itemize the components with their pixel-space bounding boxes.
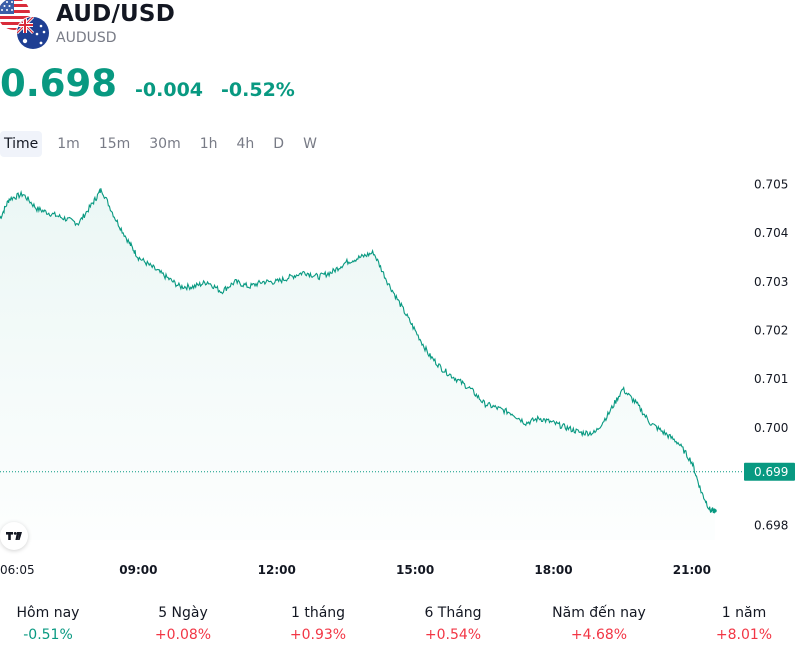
price-change: -0.004 [135,79,204,101]
price-row: 0.698 -0.004 -0.52% [0,62,295,112]
y-tick-label: 0.698 [754,518,788,532]
last-price: 0.698 [0,62,118,105]
y-tick-label: 0.702 [754,324,788,338]
perf-today[interactable]: Hôm nay -0.51% [0,602,118,646]
perf-label: Năm đến nay [552,605,646,621]
symbol-title: AUD/USD [56,1,175,27]
y-tick-label: 0.701 [754,372,788,386]
interval-tabs: Time 1m 15m 30m 1h 4h D W [0,131,332,157]
price-change-percent: -0.52% [221,79,295,101]
y-tick-label: 0.705 [754,177,788,191]
perf-ytd[interactable]: Năm đến nay +4.68% [529,602,669,646]
last-point-marker [713,508,717,513]
y-tick-label: 0.700 [754,421,788,435]
perf-label: 5 Ngày [158,605,208,621]
perf-label: 6 Tháng [424,605,482,621]
perf-label: Hôm nay [16,605,80,621]
perf-1-year[interactable]: 1 năm +8.01% [674,602,800,646]
tradingview-logo-icon[interactable] [0,522,28,550]
performance-bar: Hôm nay -0.51% 5 Ngày +0.08% 1 tháng +0.… [0,602,800,652]
perf-5-days[interactable]: 5 Ngày +0.08% [113,602,253,646]
perf-1-month[interactable]: 1 tháng +0.93% [248,602,388,646]
x-tick-label: 06:05 [0,563,35,577]
price-chart[interactable]: 0.705 0.704 0.703 0.702 0.701 0.700 0.699 0.698… [0,160,800,585]
last-price-badge-label: 0.699 [754,465,788,479]
symbol-header: AUD/USD AUDUSD [0,0,800,60]
perf-value: -0.51% [23,627,73,643]
last-price-badge [744,462,795,481]
price-area-fill [0,188,715,541]
perf-value: +0.08% [154,627,212,643]
y-tick-label: 0.704 [754,226,788,240]
x-tick-label: 12:00 [258,563,296,577]
x-tick-label: 15:00 [396,563,434,577]
tab-15m[interactable]: 15m [98,136,131,152]
au-flag-icon [16,16,50,50]
x-tick-label: 21:00 [673,563,711,577]
tab-d[interactable]: D [273,136,285,152]
tab-30m[interactable]: 30m [149,136,181,152]
tab-time[interactable]: Time [0,131,43,157]
symbol-code: AUDUSD [56,30,117,46]
tab-1m[interactable]: 1m [57,136,80,152]
perf-value: +0.93% [289,627,347,643]
us-flag-icon [0,0,30,30]
x-tick-label: 18:00 [534,563,572,577]
perf-value: +0.54% [424,627,482,643]
perf-value: +8.01% [715,627,773,643]
perf-6-months[interactable]: 6 Tháng +0.54% [383,602,523,646]
x-tick-label: 09:00 [119,563,157,577]
perf-label: 1 tháng [290,605,346,621]
tab-1h[interactable]: 1h [199,136,218,152]
tab-w[interactable]: W [303,136,317,152]
tab-4h[interactable]: 4h [236,136,255,152]
perf-value: +4.68% [570,627,628,643]
price-line [0,188,716,514]
y-tick-label: 0.703 [754,275,788,289]
perf-label: 1 năm [721,605,767,621]
